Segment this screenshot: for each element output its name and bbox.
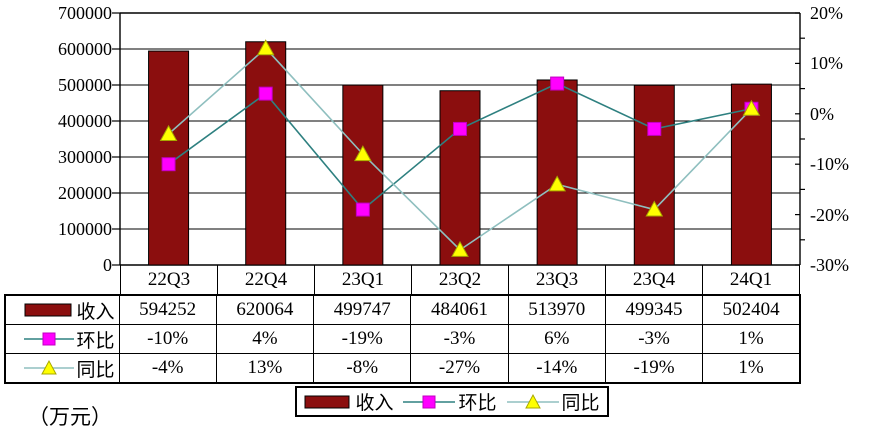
legend-label: 同比 [561,393,600,414]
huanbi-key-marker [42,332,56,346]
right-axis-label: 0% [810,103,834,124]
table-cell-同比-23Q2: -27% [410,353,509,384]
table-cell-收入-24Q1: 502404 [702,294,801,325]
row-header-label: 环比 [76,330,115,352]
right-axis-label: -30% [810,255,849,275]
table-cell-收入-23Q2: 484061 [410,294,509,325]
huanbi-marker-23Q3 [550,76,565,91]
row-header-label: 收入 [76,301,115,323]
table-cell-同比-22Q4: 13% [215,353,315,384]
left-axis-label: 200000 [58,183,112,203]
row-header-inner: 收入 [6,297,115,324]
category-label-23Q1: 23Q1 [315,265,412,294]
table-cell-环比-23Q4: -3% [604,324,704,354]
legend-item-环比: 环比 [403,388,497,415]
huanbi-key-marker [422,395,436,408]
tongbi-marker-icon [506,393,559,408]
tongbi-marker-22Q4 [256,39,275,56]
table-cell-收入-23Q4: 499345 [604,294,704,325]
tongbi-key-marker [41,359,58,375]
table-cell-环比-24Q1: 1% [702,324,801,354]
table-cell-环比-22Q4: 4% [215,324,315,354]
category-label-24Q1: 24Q1 [729,268,773,290]
bar-swatch [24,303,72,317]
left-axis-label: 600000 [58,39,112,59]
huanbi-marker-icon [403,395,456,408]
right-axis-label: -20% [810,204,849,225]
tongbi-marker-icon [24,359,75,375]
tongbi-marker-24Q1 [742,99,761,116]
left-axis-label: 0 [103,255,112,275]
huanbi-marker-23Q4 [647,121,662,136]
row-header-收入: 收入 [4,294,120,325]
table-cell-环比-23Q2: -3% [410,324,509,354]
table-cell-环比-23Q1: -19% [313,324,412,354]
table-row-同比: 同比 -4% 13% -8% -27% -14% -19% 1% [4,353,801,384]
legend-label: 环比 [458,393,497,414]
category-label-22Q4: 22Q4 [218,265,315,294]
table-cell-收入-22Q4: 620064 [215,294,315,325]
table-row-收入: 收入 594252 620064 499747 484061 513970 499345 50… [4,294,801,325]
left-axis-label: 400000 [58,111,112,131]
revenue-swatch-icon [24,303,72,317]
right-axis-label: 20% [810,3,843,23]
table-cell-收入-23Q3: 513970 [507,294,606,325]
category-axis: 22Q3 22Q4 23Q1 23Q2 23Q3 23Q4 24Q1 [120,265,800,294]
tongbi-marker-23Q2 [451,240,469,257]
table-cell-同比-24Q1: 1% [702,353,801,384]
table-cell-同比-22Q3: -4% [118,353,217,384]
row-header-同比: 同比 [4,353,120,384]
left-axis-label: 700000 [58,3,112,23]
legend-item-收入: 收入 [304,388,393,415]
table-cell-同比-23Q1: -8% [313,353,412,384]
huanbi-marker-22Q3 [161,157,176,172]
tongbi-marker-23Q1 [354,145,372,162]
huanbi-marker-23Q2 [453,121,467,136]
tongbi-marker-23Q4 [645,200,664,217]
huanbi-marker-icon [24,332,75,346]
tongbi-marker-23Q3 [548,175,566,192]
right-axis-label: -10% [810,154,849,175]
tongbi-marker-22Q3 [159,124,178,141]
bar-23Q1 [342,84,384,266]
data-table: 收入 594252 620064 499747 484061 513970 499345 50… [4,294,801,384]
bar-23Q2 [439,90,481,266]
table-row-环比: 环比 -10% 4% -19% -3% 6% -3% 1% [4,324,801,354]
left-axis-label: 100000 [58,219,112,239]
bar-swatch [304,395,350,408]
table-cell-同比-23Q3: -14% [507,353,606,384]
row-header-inner: 环比 [6,326,115,353]
table-cell-收入-22Q3: 594252 [118,294,217,325]
category-label-23Q3: 23Q3 [509,265,606,294]
table-cell-环比-23Q3: 6% [507,324,606,354]
left-axis-label: 500000 [58,75,112,95]
row-header-label: 同比 [76,359,115,381]
huanbi-marker-22Q4 [258,86,273,101]
huanbi-marker-23Q1 [355,202,370,217]
category-label-23Q4: 23Q4 [606,265,703,294]
table-cell-同比-23Q4: -19% [604,353,704,384]
unit-label: （万元） [28,405,112,429]
left-axis-label: 300000 [58,147,112,167]
legend: 收入 环比 同比 [295,386,609,417]
category-label-23Q2: 23Q2 [412,265,509,294]
bar-22Q4 [245,41,287,266]
row-header-环比: 环比 [4,324,120,354]
revenue-swatch-icon [304,395,350,408]
bar-23Q4 [633,84,675,266]
bar-23Q3 [536,79,578,266]
category-label-22Q3: 22Q3 [121,265,218,294]
legend-label: 收入 [355,393,394,414]
row-header-inner: 同比 [6,355,115,382]
right-axis-label: 10% [810,53,843,74]
table-cell-环比-22Q3: -10% [118,324,217,354]
legend-item-同比: 同比 [506,388,600,415]
tongbi-key-marker [524,393,541,408]
table-cell-收入-23Q1: 499747 [313,294,412,325]
